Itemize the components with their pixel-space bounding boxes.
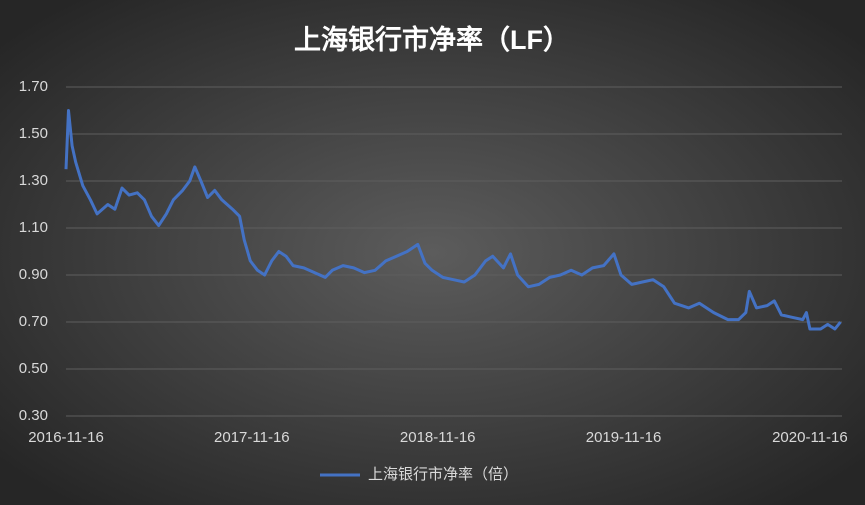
x-tick-label: 2017-11-16 [214, 429, 290, 446]
chart-title: 上海银行市净率（LF） [294, 24, 570, 55]
y-tick-label: 1.10 [19, 219, 48, 236]
y-tick-label: 1.30 [19, 172, 48, 189]
x-tick-label: 2016-11-16 [28, 429, 104, 446]
data-line [64, 109, 842, 331]
x-tick-label: 2018-11-16 [400, 429, 476, 446]
x-tick-label: 2020-11-16 [772, 429, 848, 446]
y-tick-label: 0.70 [19, 313, 48, 330]
y-tick-label: 1.70 [19, 78, 48, 95]
y-tick-label: 0.90 [19, 266, 48, 283]
y-tick-label: 0.30 [19, 407, 48, 424]
y-tick-label: 1.50 [19, 125, 48, 142]
x-tick-label: 2019-11-16 [586, 429, 662, 446]
legend-label: 上海银行市净率（倍） [368, 466, 518, 483]
y-tick-label: 0.50 [19, 360, 48, 377]
